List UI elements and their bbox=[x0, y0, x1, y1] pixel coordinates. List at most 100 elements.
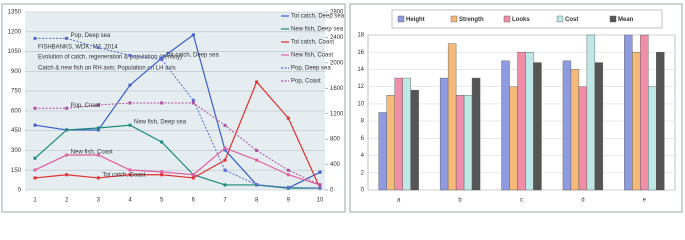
data-point bbox=[128, 83, 132, 87]
data-point bbox=[96, 103, 100, 107]
chart-note: Catch & new fish on RH axis; Population … bbox=[38, 66, 176, 72]
y-tick-label: 450 bbox=[11, 128, 22, 134]
x-tick-label: d bbox=[581, 198, 584, 204]
y-tick-label: 1200 bbox=[8, 29, 22, 35]
data-point bbox=[223, 168, 227, 172]
data-point bbox=[223, 148, 227, 152]
data-point bbox=[33, 106, 37, 110]
bar bbox=[501, 60, 510, 191]
y-tick-label: 900 bbox=[11, 69, 22, 75]
y2-tick-label: 1200 bbox=[330, 111, 344, 117]
data-point bbox=[318, 186, 322, 190]
y-tick-label: 12 bbox=[357, 84, 364, 90]
data-point bbox=[191, 98, 195, 102]
series-annotation: Pop, Coast bbox=[71, 103, 101, 109]
data-point bbox=[286, 173, 290, 177]
data-point bbox=[160, 170, 164, 174]
bar bbox=[656, 52, 665, 191]
y-tick-label: 8 bbox=[361, 119, 365, 125]
data-point bbox=[286, 185, 290, 189]
x-tick-label: 4 bbox=[128, 198, 132, 204]
data-point bbox=[255, 80, 259, 84]
legend-swatch bbox=[609, 15, 617, 23]
y2-tick-label: 2400 bbox=[330, 35, 344, 41]
legend-label: Cost bbox=[565, 17, 578, 23]
data-point bbox=[65, 128, 69, 132]
legend-label: Looks bbox=[512, 17, 530, 23]
data-point bbox=[191, 33, 195, 37]
y-tick-label: 4 bbox=[361, 153, 365, 159]
series-annotation: New fish, Deep sea bbox=[134, 120, 187, 126]
y-tick-label: 0 bbox=[18, 188, 22, 194]
y2-tick-label: 400 bbox=[330, 162, 341, 168]
bar bbox=[439, 77, 449, 191]
x-tick-label: c bbox=[520, 198, 523, 204]
data-point bbox=[128, 101, 132, 105]
y-tick-label: 1350 bbox=[8, 10, 22, 16]
data-point bbox=[191, 176, 195, 180]
legend-label: Tot catch, Coast bbox=[291, 40, 334, 46]
data-point bbox=[65, 153, 69, 157]
legend-label: Mean bbox=[618, 17, 634, 23]
data-point bbox=[96, 176, 100, 180]
legend-label: New fish, Coast bbox=[291, 53, 333, 59]
legend-swatch bbox=[397, 15, 405, 23]
y-tick-label: 14 bbox=[357, 67, 364, 73]
bar bbox=[594, 62, 604, 191]
data-point bbox=[191, 173, 195, 177]
legend-label: Strength bbox=[459, 17, 484, 23]
y-tick-label: 750 bbox=[11, 89, 22, 95]
data-point bbox=[255, 148, 259, 152]
bar bbox=[632, 52, 641, 191]
bar bbox=[586, 34, 596, 191]
bar bbox=[378, 112, 387, 191]
data-point bbox=[96, 128, 100, 132]
data-point bbox=[96, 153, 100, 157]
data-point bbox=[223, 183, 227, 187]
legend-swatch bbox=[450, 15, 458, 23]
x-tick-label: a bbox=[397, 198, 401, 204]
y-tick-label: 2 bbox=[361, 170, 365, 176]
y2-tick-label: 2000 bbox=[330, 60, 344, 66]
legend-label: New fish, Deep sea bbox=[291, 27, 344, 33]
x-tick-label: 6 bbox=[192, 198, 196, 204]
series-annotation: Tot catch, Deep sea bbox=[166, 53, 220, 59]
data-point bbox=[255, 183, 259, 187]
bar bbox=[410, 89, 419, 191]
legend-label: Pop, Coast bbox=[291, 79, 321, 85]
bar bbox=[386, 95, 395, 191]
data-point bbox=[160, 173, 164, 177]
y2-tick-label: 0 bbox=[330, 188, 334, 194]
data-point bbox=[128, 168, 132, 172]
series-line bbox=[34, 80, 321, 189]
y-tick-label: 0 bbox=[361, 188, 365, 194]
x-tick-label: 5 bbox=[160, 198, 164, 204]
x-tick-label: b bbox=[458, 198, 462, 204]
series-line bbox=[35, 102, 321, 186]
bar bbox=[402, 77, 411, 191]
data-point bbox=[128, 54, 132, 58]
x-tick-label: 8 bbox=[255, 198, 259, 204]
legend-swatch bbox=[503, 15, 511, 23]
data-point bbox=[128, 173, 132, 177]
bar bbox=[517, 52, 526, 191]
data-point bbox=[318, 170, 322, 174]
bar bbox=[533, 62, 542, 191]
x-tick-label: e bbox=[643, 198, 647, 204]
y-tick-label: 16 bbox=[357, 50, 364, 56]
y2-tick-label: 1600 bbox=[330, 86, 344, 92]
chart-subtitle: Evolution of catch, regeneration & popul… bbox=[38, 55, 182, 61]
data-point bbox=[286, 168, 290, 172]
data-point bbox=[255, 158, 259, 162]
x-tick-label: 1 bbox=[33, 198, 37, 204]
data-point bbox=[191, 101, 195, 105]
y2-tick-label: 800 bbox=[330, 137, 341, 143]
y-tick-label: 18 bbox=[357, 33, 364, 39]
data-point bbox=[33, 168, 37, 172]
data-point bbox=[65, 173, 69, 177]
bar bbox=[624, 34, 633, 191]
x-tick-label: 10 bbox=[317, 198, 324, 204]
y-tick-label: 300 bbox=[11, 148, 22, 154]
data-point bbox=[223, 123, 227, 127]
plot-background bbox=[25, 12, 325, 190]
